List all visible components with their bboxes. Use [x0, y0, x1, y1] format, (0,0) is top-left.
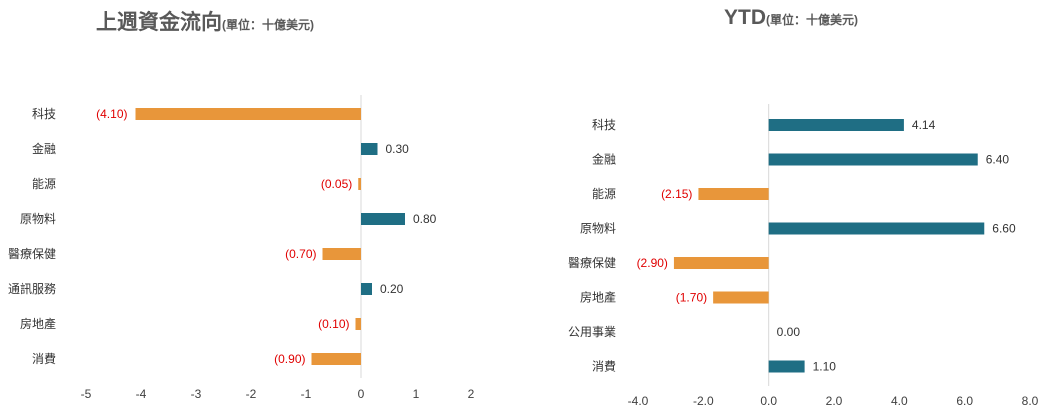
- ytd-category-label: 科技: [592, 118, 616, 132]
- ytd-bar: [768, 222, 985, 235]
- weekly-data-label: (0.70): [285, 247, 316, 261]
- weekly-flow-panel: 上週資金流向(單位：十億美元) 科技 (4.10) 金融 0.30 能源 (0.05) 原物…: [0, 0, 520, 411]
- weekly-bar: [361, 283, 372, 295]
- ytd-bar: [673, 257, 769, 269]
- weekly-data-label: (0.90): [274, 352, 305, 366]
- weekly-bar: [361, 143, 378, 155]
- weekly-category-label: 原物料: [20, 212, 56, 226]
- weekly-x-tick-label: -3: [191, 387, 202, 401]
- ytd-category-label: 能源: [592, 187, 616, 201]
- ytd-x-tick-label: 4.0: [891, 394, 908, 408]
- weekly-x-tick-label: -5: [81, 387, 92, 401]
- ytd-x-tick-label: 8.0: [1022, 394, 1039, 408]
- ytd-x-tick-label: 6.0: [956, 394, 973, 408]
- weekly-data-label: (0.05): [321, 177, 352, 191]
- weekly-category-label: 房地產: [20, 316, 56, 331]
- weekly-data-label: 0.80: [413, 212, 437, 226]
- ytd-chart-title-unit: (單位：十億美元): [766, 13, 858, 27]
- weekly-chart-title-unit: (單位：十億美元): [222, 18, 314, 32]
- weekly-chart-title-main: 上週資金流向: [96, 11, 222, 34]
- weekly-bar: [361, 213, 405, 225]
- ytd-x-tick-label: 2.0: [826, 394, 843, 408]
- weekly-x-tick-label: 0: [358, 387, 365, 401]
- ytd-category-label: 醫療保健: [568, 256, 616, 270]
- ytd-category-label: 房地產: [580, 290, 616, 305]
- ytd-data-label: 6.40: [986, 153, 1010, 167]
- ytd-data-label: 0.00: [777, 325, 801, 339]
- ytd-bar: [713, 291, 769, 304]
- weekly-category-label: 科技: [32, 107, 56, 121]
- weekly-bar: [322, 248, 361, 260]
- ytd-bar: [768, 153, 978, 166]
- weekly-flow-chart: 科技 (4.10) 金融 0.30 能源 (0.05) 原物料 0.80 醫療保健 (0.70) 通…: [8, 95, 475, 401]
- ytd-category-label: 公用事業: [568, 325, 616, 339]
- ytd-data-label: (1.70): [676, 291, 707, 305]
- weekly-category-label: 通訊服務: [8, 281, 56, 296]
- weekly-x-tick-label: 2: [468, 387, 475, 401]
- weekly-x-tick-label: 1: [413, 387, 420, 401]
- ytd-x-tick-label: -2.0: [693, 394, 714, 408]
- weekly-x-tick-label: -4: [136, 387, 147, 401]
- ytd-flow-chart: 科技 4.14 金融 6.40 能源 (2.15) 原物料 6.60 醫療保健 (2.90) 房地產…: [568, 104, 1039, 408]
- weekly-category-label: 醫療保健: [8, 247, 56, 261]
- ytd-data-label: 4.14: [912, 118, 936, 132]
- weekly-category-label: 金融: [32, 141, 56, 156]
- ytd-data-label: (2.90): [637, 256, 668, 270]
- ytd-bar: [698, 188, 769, 200]
- ytd-category-label: 金融: [592, 152, 616, 167]
- ytd-chart-title-main: YTD: [724, 6, 766, 29]
- weekly-data-label: 0.30: [386, 142, 410, 156]
- ytd-category-label: 原物料: [580, 222, 616, 236]
- weekly-bar: [355, 318, 361, 330]
- weekly-x-tick-label: -2: [246, 387, 257, 401]
- ytd-data-label: (2.15): [661, 187, 692, 201]
- weekly-data-label: 0.20: [380, 282, 404, 296]
- weekly-data-label: (0.10): [318, 317, 349, 331]
- ytd-data-label: 6.60: [992, 222, 1016, 236]
- weekly-bar: [358, 178, 361, 190]
- ytd-data-label: 1.10: [813, 360, 837, 374]
- weekly-bar: [311, 353, 361, 365]
- ytd-x-tick-label: -4.0: [628, 394, 649, 408]
- ytd-chart-title: YTD(單位：十億美元): [724, 6, 858, 30]
- weekly-category-label: 能源: [32, 177, 56, 191]
- weekly-data-label: (4.10): [96, 107, 127, 121]
- ytd-bar: [768, 360, 805, 373]
- ytd-x-tick-label: 0.0: [760, 394, 777, 408]
- weekly-bar: [135, 108, 361, 120]
- ytd-bar: [768, 119, 904, 131]
- ytd-flow-panel: YTD(單位：十億美元) 科技 4.14 金融 6.40 能源 (2.15) 原物料 6.60…: [520, 0, 1051, 411]
- weekly-x-tick-label: -1: [301, 387, 312, 401]
- weekly-category-label: 消費: [32, 351, 56, 366]
- ytd-category-label: 消費: [592, 359, 616, 374]
- weekly-chart-title: 上週資金流向(單位：十億美元): [96, 6, 314, 36]
